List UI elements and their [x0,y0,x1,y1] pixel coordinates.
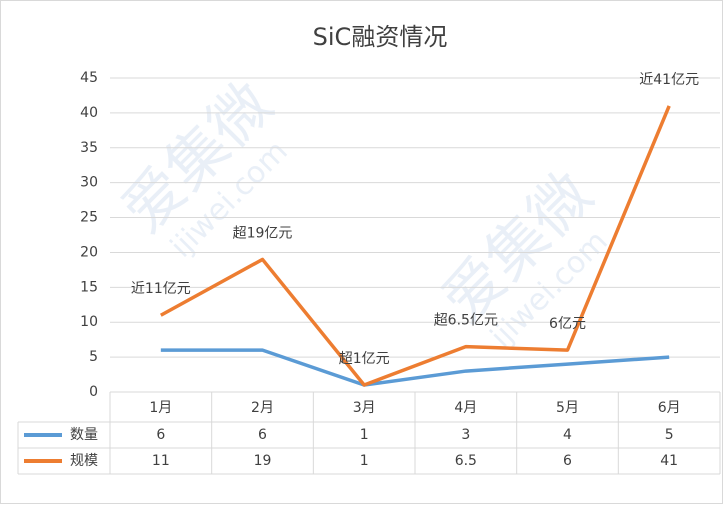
y-tick-label: 40 [80,105,98,121]
y-tick-label: 30 [80,175,98,191]
table-value: 5 [665,427,674,443]
table-value: 19 [254,453,272,469]
data-label: 近11亿元 [131,281,191,297]
y-tick-label: 10 [80,314,98,330]
x-tick-label: 2月 [251,400,274,416]
x-tick-label: 6月 [658,400,681,416]
legend-label: 规模 [70,453,98,469]
table-value: 6 [156,427,165,443]
series-line [159,105,671,387]
table-value: 11 [152,453,170,469]
y-tick-label: 5 [89,349,98,365]
table-value: 1 [360,453,369,469]
data-label: 超1亿元 [339,351,390,367]
x-tick-label: 5月 [556,400,579,416]
table-value: 6.5 [455,453,477,469]
table-value: 41 [660,453,678,469]
table-value: 6 [563,453,572,469]
table-value: 4 [563,427,572,443]
series-line [160,348,670,387]
chart-title: SiC融资情况 [313,23,448,51]
data-label: 超19亿元 [233,225,293,241]
table-value: 1 [360,427,369,443]
legend-label: 数量 [70,427,98,443]
y-tick-label: 20 [80,244,98,260]
x-tick-label: 1月 [149,400,172,416]
data-label: 6亿元 [549,316,586,332]
y-tick-label: 35 [80,140,98,156]
y-tick-label: 0 [89,384,98,400]
data-label: 超6.5亿元 [434,313,498,329]
y-tick-label: 15 [80,279,98,295]
x-tick-label: 3月 [353,400,376,416]
y-tick-label: 45 [80,70,98,86]
table-value: 3 [461,427,470,443]
x-tick-label: 4月 [454,400,477,416]
table-value: 6 [258,427,267,443]
y-tick-label: 25 [80,210,98,226]
data-label: 近41亿元 [639,72,699,88]
